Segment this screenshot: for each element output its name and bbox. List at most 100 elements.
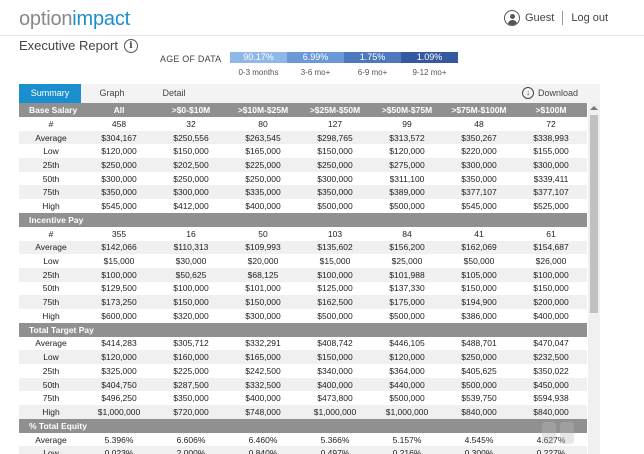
app-logo[interactable]: optionimpact [19,8,130,31]
table-cell: $377,107 [443,185,515,200]
table-cell: 6.460% [248,434,278,445]
table-row: Average 5.396% 6.606% 6.460% 5.366% 5.157% 4.5… [19,433,587,447]
download-button[interactable]: ↓ Download [521,87,578,99]
table-cell: $250,000 [299,158,371,172]
table-cell: $15,000 [103,256,135,267]
table-cell: $101,000 [245,283,281,294]
table-row: High $600,000 $320,000 $300,000 $500,000 $500… [19,309,587,323]
table-cell: $100,000 [83,267,155,282]
table-cell: $340,000 [317,365,353,376]
table-cell: $400,000 [299,377,371,392]
table-cell: $500,000 [389,393,425,404]
table-cell: $120,000 [389,146,425,157]
table-cell: $500,000 [389,310,425,321]
table-cell: 99 [402,118,412,129]
table-scrollbar[interactable] [588,103,600,454]
table-cell: $175,000 [371,295,443,309]
column-header [515,418,587,433]
section-title: Incentive Pay [19,212,83,227]
scroll-up-arrow-icon[interactable] [590,106,598,110]
table-row: 75th $496,250 $350,000 $400,000 $473,800 $500… [19,391,587,405]
table-cell: $15,000 [319,256,351,267]
column-header [443,322,515,337]
column-header [155,322,227,337]
row-label: Average [19,240,83,255]
user-icon[interactable] [504,10,520,26]
table-cell: $156,200 [371,240,443,255]
table-cell: $100,000 [173,283,209,294]
table-cell: $150,000 [299,350,371,364]
logout-link[interactable]: Log out [571,12,609,24]
section-header-row: Base Salary All >$0-$10M >$10M-$25M >$25M-$5… [19,103,587,117]
table-row: 25th $100,000 $50,625 $68,125 $100,000 $101,9… [19,267,587,282]
table-row: 50th $129,500 $100,000 $101,000 $125,000 $137… [19,282,587,296]
user-area: Guest Log out [504,10,608,26]
table-cell: $525,000 [533,200,569,211]
scrollbar-thumb[interactable] [590,115,598,313]
table-cell: $150,000 [533,283,569,294]
table-cell: $160,000 [155,350,227,364]
table-cell: $594,938 [533,393,569,404]
age-of-data-percent: 1.75% [344,52,401,63]
table-cell: $414,283 [101,338,137,349]
age-of-data-percent: 6.99% [287,52,344,63]
table-cell: $405,625 [461,365,497,376]
table-cell: 61 [546,228,556,239]
column-header [227,212,299,227]
table-cell: $748,000 [227,405,299,419]
row-label: 50th [42,173,60,184]
table-cell: $305,712 [173,338,209,349]
table-row: Average $304,167 $250,556 $263,545 $298,765 $… [19,130,587,145]
table-cell: $1,000,000 [371,405,443,419]
tab-bar: Summary Graph Detail ↓ Download [19,84,600,103]
user-name[interactable]: Guest [525,12,555,24]
table-cell: 5.157% [392,434,422,445]
table-cell: $440,000 [371,377,443,392]
age-of-data-percent: 90.17% [230,52,287,63]
table-row: Low $15,000 $30,000 $20,000 $15,000 $25,000 $5… [19,254,587,268]
column-header: >$100M [515,103,587,117]
row-label: 50th [19,377,83,392]
section-header-row: Incentive Pay [19,212,587,227]
info-icon[interactable]: i [124,38,138,53]
age-of-data-label: AGE OF DATA [160,54,222,64]
tab-detail[interactable]: Detail [162,88,186,98]
watermark-logo-icon [542,422,574,444]
table-cell: $386,000 [461,310,497,321]
table-cell: $150,000 [317,146,353,157]
row-label: 25th [19,267,83,282]
table-cell: $68,125 [227,267,299,282]
table-cell: $173,250 [83,295,155,309]
row-label: 25th [42,365,60,376]
column-header [227,322,299,337]
tab-summary[interactable]: Summary [19,84,81,103]
table-row: 25th $250,000 $202,500 $225,000 $250,000 $275… [19,158,587,172]
table-cell: $250,000 [245,173,281,184]
table-cell: $840,000 [515,405,587,419]
column-header [83,322,155,337]
table-cell: $250,000 [443,350,515,364]
table-cell: $101,988 [371,267,443,282]
row-label: # [48,228,54,239]
table-cell: $335,000 [227,185,299,200]
table-cell: $275,000 [371,158,443,172]
table-cell: $300,000 [155,185,227,200]
logo-text-impact: impact [72,8,131,30]
tab-graph[interactable]: Graph [99,88,125,98]
table-cell: $300,000 [317,173,353,184]
section-title: Total Target Pay [19,322,94,337]
table-cell: $109,993 [227,240,299,255]
row-label: # [48,118,54,129]
row-label: Average [35,434,67,445]
table-cell: $263,545 [227,130,299,145]
table-cell: 4.627% [515,433,587,447]
table-cell: $350,000 [299,185,371,200]
table-cell: $155,000 [533,146,569,157]
row-label: 50th [42,283,60,294]
table-cell: $232,500 [515,350,587,364]
table-cell: $298,765 [299,130,371,145]
table-cell: $1,000,000 [83,405,155,419]
table-row: High $1,000,000 $720,000 $748,000 $1,000,000… [19,405,587,419]
table-row: 50th $404,750 $287,500 $332,500 $400,000 $440… [19,377,587,392]
table-cell: $338,993 [515,130,587,145]
